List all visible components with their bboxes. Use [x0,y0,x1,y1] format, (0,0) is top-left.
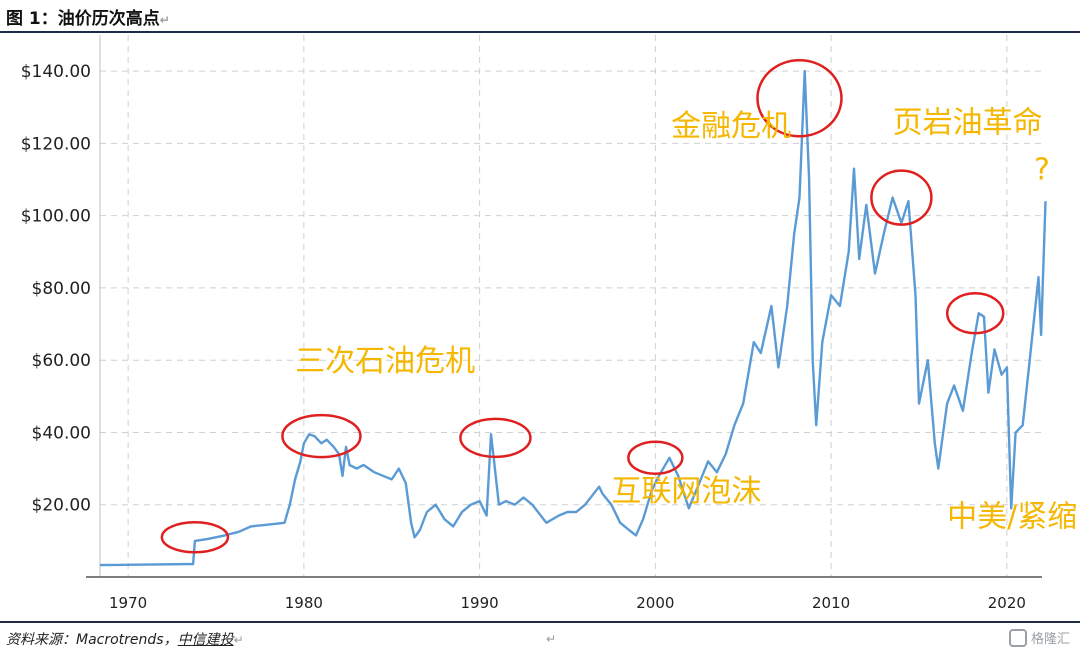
top-rule [0,31,1080,33]
source-note: 资料来源：Macrotrends，中信建投↵ [6,629,244,649]
highlight-circle [160,521,230,554]
annotation-label: 金融危机 [671,109,791,144]
tick-labels: $20.00 $40.00 $60.00 $80.00 $100.00 $120.00 $1… [21,62,1026,612]
y-tick-label: $40.00 [32,423,91,443]
annotation-label: 中美/紧缩 [947,499,1077,534]
x-tick-label: 2010 [812,594,850,612]
x-tick-label: 1990 [461,594,499,612]
figure-title-text: 图 1：油价历次高点 [6,9,160,29]
highlight-circle [756,58,843,138]
highlight-circle [281,413,362,459]
annotation-label: 互联网泡沫 [611,474,761,509]
return-mark: ↵ [159,13,170,27]
highlight-circle [627,440,684,476]
watermark-logo-icon [1008,628,1027,647]
highlight-circle [870,169,933,226]
figure-title: 图 1：油价历次高点↵ [6,4,170,29]
y-tick-label: $120.00 [21,134,91,154]
x-tick-label: 1980 [285,594,323,612]
x-tick-label: 2020 [988,594,1026,612]
x-tick-label: 2000 [636,594,674,612]
paragraph-mark: ↵ [546,632,557,646]
y-tick-label: $20.00 [32,496,91,516]
annotation-label: 页岩油革命 [893,106,1043,141]
axes [86,35,1042,578]
highlight-circles [160,58,1005,554]
y-tick-label: $140.00 [21,62,91,82]
y-tick-label: $80.00 [32,279,91,299]
series-group [99,69,1047,567]
watermark-text: 格隆汇 [1030,632,1070,647]
y-tick-label: $60.00 [32,351,91,371]
oil-price-chart: $20.00 $40.00 $60.00 $80.00 $100.00 $120.00 $1… [21,35,1077,612]
highlight-circle [459,417,532,459]
y-tick-label: $100.00 [21,207,91,227]
source-org: 中信建投 [177,632,234,648]
grid-lines [100,35,1042,577]
annotation-label: ? [1034,153,1050,188]
annotation-label: 三次石油危机 [295,344,475,379]
source-return-mark: ↵ [233,633,244,647]
price-line [99,69,1047,567]
x-tick-label: 1970 [109,594,147,612]
highlight-circle [945,291,1005,335]
watermark: 格隆汇 [1008,628,1070,647]
bottom-rule [0,621,1080,623]
source-prefix: 资料来源：Macrotrends， [6,632,178,648]
